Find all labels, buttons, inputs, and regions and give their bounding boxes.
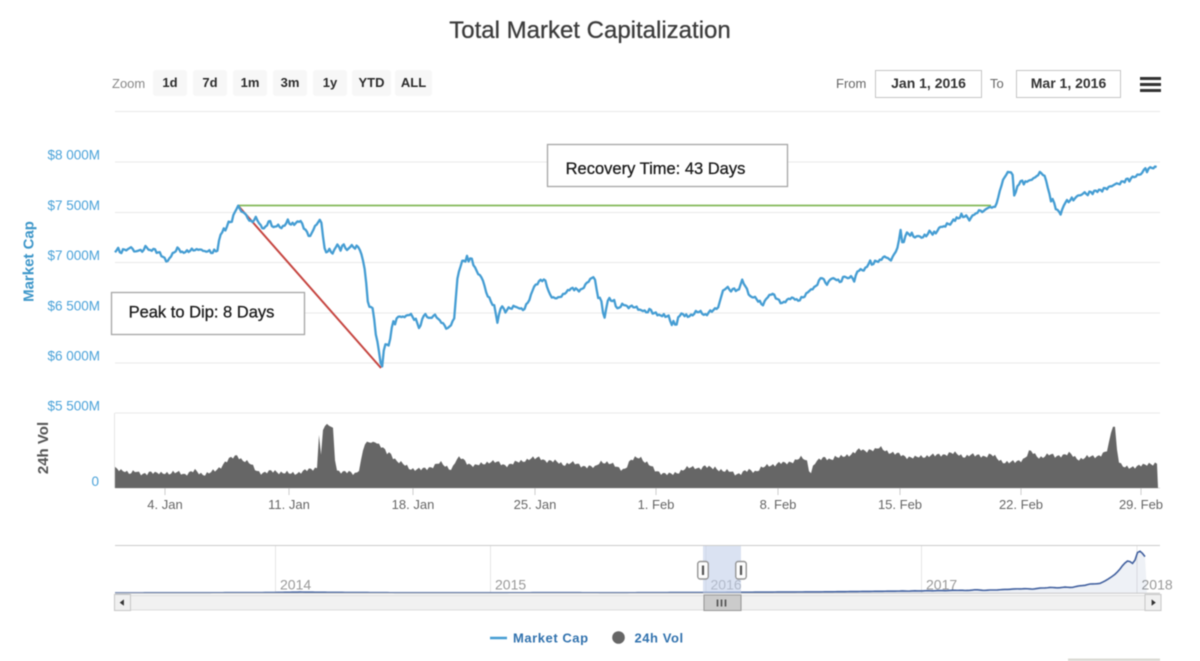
svg-text:15. Feb: 15. Feb <box>878 497 922 512</box>
svg-text:22. Feb: 22. Feb <box>999 497 1043 512</box>
svg-text:1. Feb: 1. Feb <box>638 497 675 512</box>
svg-text:$6 000M: $6 000M <box>47 349 100 364</box>
svg-text:24h Vol: 24h Vol <box>635 631 684 646</box>
svg-text:18. Jan: 18. Jan <box>392 497 435 512</box>
svg-text:$7 500M: $7 500M <box>47 198 100 213</box>
svg-text:0: 0 <box>91 474 99 489</box>
svg-text:4. Jan: 4. Jan <box>147 497 182 512</box>
svg-text:Market Cap: Market Cap <box>513 631 589 646</box>
svg-text:29. Feb: 29. Feb <box>1119 497 1163 512</box>
svg-text:2017: 2017 <box>926 577 957 593</box>
svg-text:Market Cap: Market Cap <box>21 221 38 302</box>
svg-text:8. Feb: 8. Feb <box>760 497 797 512</box>
svg-text:25. Jan: 25. Jan <box>514 497 557 512</box>
svg-text:Recovery Time: 43 Days: Recovery Time: 43 Days <box>566 160 746 178</box>
svg-text:24h Vol: 24h Vol <box>35 422 52 474</box>
svg-text:$7 000M: $7 000M <box>47 248 100 263</box>
svg-text:$8 000M: $8 000M <box>47 148 100 163</box>
svg-text:Peak to Dip: 8 Days: Peak to Dip: 8 Days <box>129 304 275 322</box>
svg-text:2015: 2015 <box>495 577 526 593</box>
svg-text:11. Jan: 11. Jan <box>268 497 310 512</box>
svg-text:2018: 2018 <box>1142 577 1173 593</box>
svg-text:$5 500M: $5 500M <box>47 399 100 414</box>
svg-text:2014: 2014 <box>280 577 311 593</box>
svg-text:$6 500M: $6 500M <box>47 299 100 314</box>
